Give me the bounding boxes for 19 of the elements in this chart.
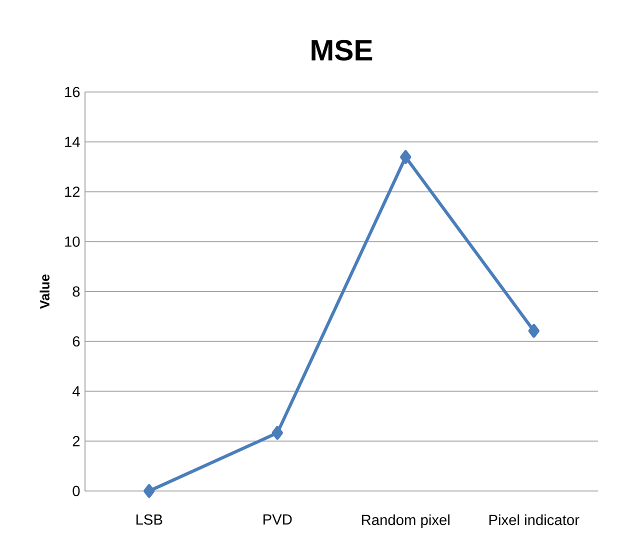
y-tick-label: 8 bbox=[72, 286, 80, 297]
x-tick-label: LSB bbox=[136, 514, 162, 525]
point bbox=[144, 484, 155, 498]
chart-title: MSE bbox=[312, 40, 372, 61]
y-tick-label: 12 bbox=[65, 186, 80, 197]
y-tick-label: 2 bbox=[72, 436, 80, 446]
point bbox=[400, 150, 412, 164]
x-tick-label: Pixel indicator bbox=[489, 514, 580, 526]
y-tick-label: 6 bbox=[72, 336, 80, 347]
y-tick-label: 0 bbox=[72, 486, 80, 496]
y-axis-title: Value bbox=[40, 274, 50, 309]
point bbox=[528, 324, 540, 338]
x-tick-label: Random pixel bbox=[362, 514, 450, 528]
x-tick-label: PVD bbox=[264, 514, 292, 524]
y-tick-label: 14 bbox=[65, 136, 80, 147]
y-tick-label: 4 bbox=[72, 386, 80, 396]
point bbox=[272, 426, 283, 440]
y-tick-label: 16 bbox=[65, 86, 80, 98]
y-tick-label: 10 bbox=[65, 236, 80, 247]
